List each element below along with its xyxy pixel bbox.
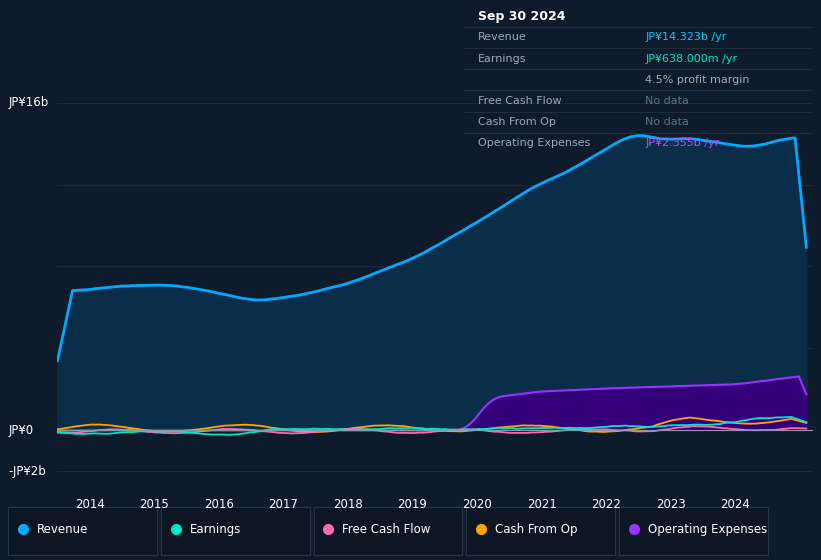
Text: 2018: 2018 bbox=[333, 498, 363, 511]
Text: 2017: 2017 bbox=[268, 498, 298, 511]
Text: Sep 30 2024: Sep 30 2024 bbox=[478, 10, 566, 23]
Text: Earnings: Earnings bbox=[478, 54, 526, 64]
Text: JP¥2.355b /yr: JP¥2.355b /yr bbox=[645, 138, 719, 148]
Text: Revenue: Revenue bbox=[37, 522, 89, 536]
Text: 2019: 2019 bbox=[397, 498, 428, 511]
Text: JP¥0: JP¥0 bbox=[8, 424, 34, 437]
Text: Cash From Op: Cash From Op bbox=[495, 522, 577, 536]
Text: 2022: 2022 bbox=[591, 498, 621, 511]
Text: -JP¥2b: -JP¥2b bbox=[8, 465, 46, 478]
Text: 2016: 2016 bbox=[204, 498, 234, 511]
Text: 4.5% profit margin: 4.5% profit margin bbox=[645, 75, 750, 85]
Text: Earnings: Earnings bbox=[190, 522, 241, 536]
Text: 2021: 2021 bbox=[527, 498, 557, 511]
Text: Revenue: Revenue bbox=[478, 32, 526, 43]
FancyBboxPatch shape bbox=[314, 507, 462, 555]
Text: JP¥16b: JP¥16b bbox=[8, 96, 48, 109]
Text: Operating Expenses: Operating Expenses bbox=[648, 522, 767, 536]
Text: 2020: 2020 bbox=[462, 498, 492, 511]
FancyBboxPatch shape bbox=[466, 507, 615, 555]
Text: 2024: 2024 bbox=[720, 498, 750, 511]
Text: Cash From Op: Cash From Op bbox=[478, 117, 556, 127]
Text: 2015: 2015 bbox=[140, 498, 169, 511]
Text: Free Cash Flow: Free Cash Flow bbox=[342, 522, 431, 536]
Text: JP¥14.323b /yr: JP¥14.323b /yr bbox=[645, 32, 727, 43]
Text: JP¥638.000m /yr: JP¥638.000m /yr bbox=[645, 54, 737, 64]
Text: No data: No data bbox=[645, 117, 689, 127]
Text: Free Cash Flow: Free Cash Flow bbox=[478, 96, 562, 106]
Text: 2014: 2014 bbox=[75, 498, 105, 511]
FancyBboxPatch shape bbox=[619, 507, 768, 555]
FancyBboxPatch shape bbox=[161, 507, 310, 555]
FancyBboxPatch shape bbox=[8, 507, 157, 555]
Text: 2023: 2023 bbox=[656, 498, 686, 511]
Text: Operating Expenses: Operating Expenses bbox=[478, 138, 590, 148]
Text: No data: No data bbox=[645, 96, 689, 106]
